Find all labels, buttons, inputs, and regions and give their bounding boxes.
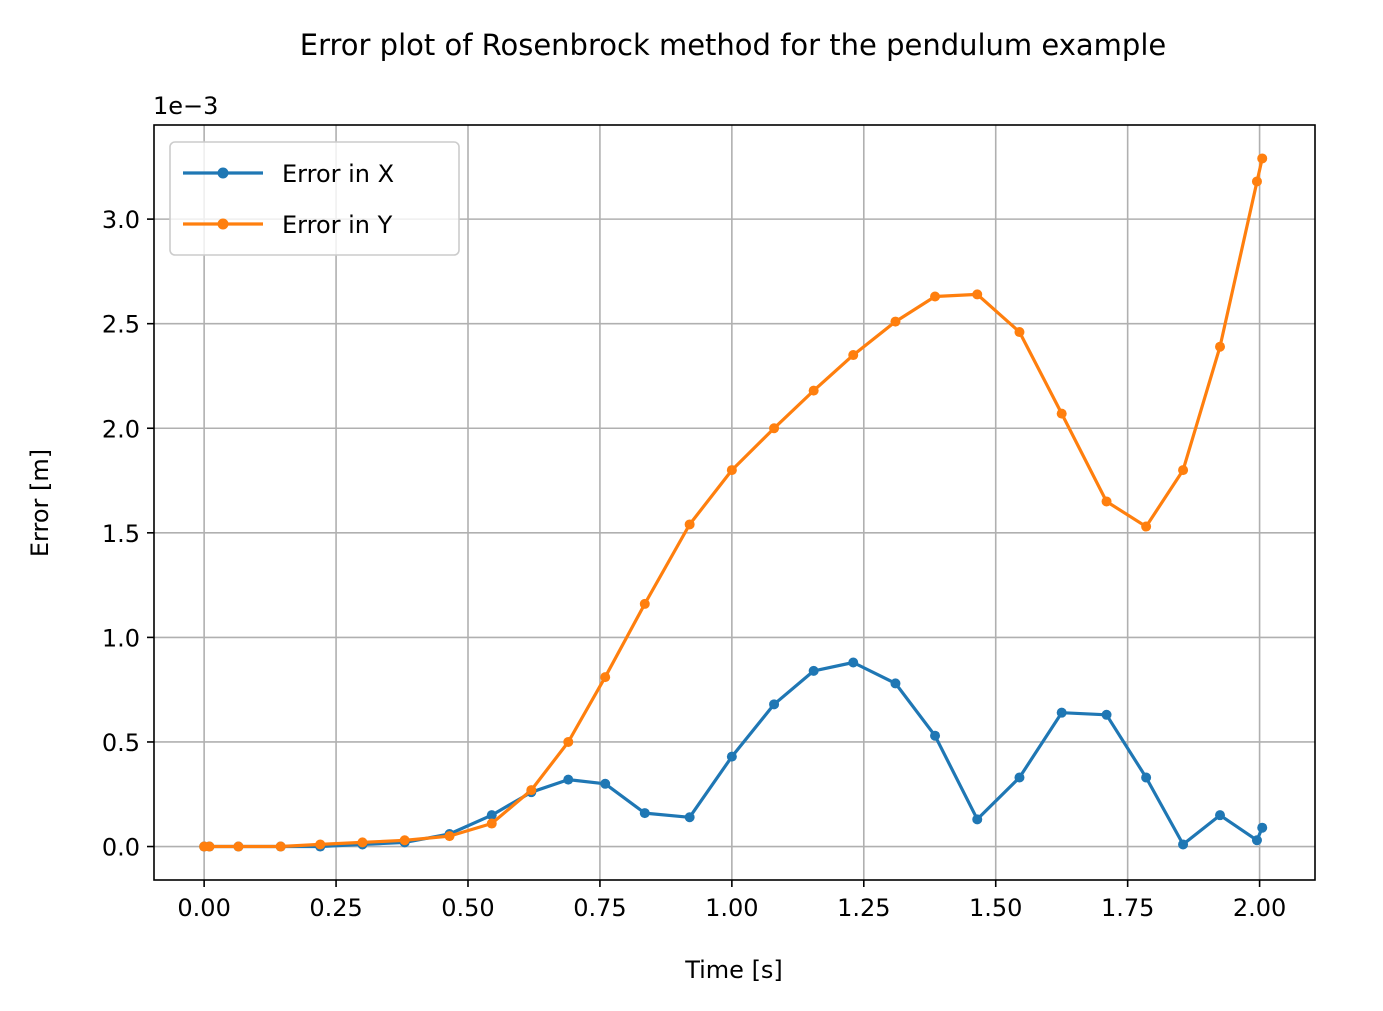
data-point-1 [769,423,780,434]
x-tick-label: 0.00 [177,894,230,922]
data-point-1 [275,841,286,852]
x-axis-label: Time [s] [684,956,783,984]
series-layer [199,153,1268,852]
ticks: 0.00 0.25 0.50 0.75 1.00 1.25 1.50 1.75 2.00 0.0 0… [102,206,1286,922]
data-point-1 [1056,408,1067,419]
data-point-1 [1215,341,1226,352]
legend-marker-y [217,218,229,230]
data-point-0 [1056,707,1067,718]
data-point-0 [1014,772,1025,783]
data-point-1 [444,831,455,842]
x-tick-label: 1.00 [705,894,758,922]
data-point-1 [315,839,326,850]
data-point-1 [526,785,537,796]
data-point-0 [972,814,983,825]
data-point-1 [890,316,901,327]
x-tick-label: 1.75 [1101,894,1154,922]
data-point-0 [486,810,497,821]
y-tick-label: 0.0 [102,834,140,862]
legend-label-y: Error in Y [282,211,393,239]
y-tick-label: 2.0 [102,415,140,443]
y-tick-label: 1.5 [102,520,140,548]
data-point-1 [563,736,574,747]
data-point-0 [563,774,574,785]
data-point-0 [1257,822,1268,833]
y-offset-label: 1e−3 [153,92,218,120]
data-point-1 [1251,176,1262,187]
data-point-1 [726,465,737,476]
legend-label-x: Error in X [282,160,394,188]
x-tick-label: 0.25 [309,894,362,922]
data-point-1 [1014,327,1025,338]
x-tick-label: 2.00 [1233,894,1286,922]
data-point-0 [1215,810,1226,821]
legend: Error in X Error in Y [169,141,460,256]
data-point-1 [399,835,410,846]
data-point-0 [1178,839,1189,850]
data-point-1 [1178,465,1189,476]
data-point-1 [1257,153,1268,164]
data-point-0 [890,678,901,689]
data-point-0 [1101,709,1112,720]
chart-title: Error plot of Rosenbrock method for the … [300,28,1166,62]
legend-marker-x [217,167,229,179]
data-point-1 [848,350,859,361]
legend-frame [169,141,460,256]
y-tick-label: 1.0 [102,624,140,652]
data-point-1 [357,837,368,848]
data-point-0 [600,778,611,789]
data-point-0 [726,751,737,762]
data-point-1 [204,841,215,852]
data-point-1 [1141,521,1152,532]
data-point-1 [1101,496,1112,507]
data-point-1 [486,818,497,829]
x-tick-label: 1.50 [969,894,1022,922]
data-point-0 [848,657,859,668]
data-point-0 [1251,835,1262,846]
y-tick-label: 0.5 [102,729,140,757]
grid [154,125,1315,880]
data-point-1 [930,291,941,302]
data-point-1 [233,841,244,852]
data-point-0 [639,808,650,819]
data-point-0 [930,730,941,741]
y-tick-label: 3.0 [102,206,140,234]
y-axis-label: Error [m] [26,449,54,557]
x-tick-label: 0.75 [573,894,626,922]
data-point-1 [684,519,695,530]
plot-frame [153,124,1316,881]
data-point-0 [769,699,780,710]
x-tick-label: 0.50 [441,894,494,922]
data-point-1 [972,289,983,300]
data-point-1 [639,598,650,609]
data-point-1 [808,385,819,396]
x-tick-label: 1.25 [837,894,890,922]
data-point-0 [684,812,695,823]
data-point-0 [1141,772,1152,783]
y-tick-label: 2.5 [102,311,140,339]
data-point-0 [808,665,819,676]
data-point-1 [600,672,611,683]
